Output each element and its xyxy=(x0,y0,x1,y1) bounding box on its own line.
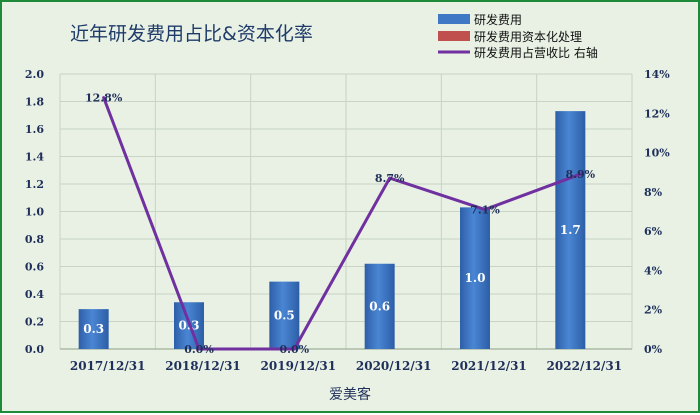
ratio-point xyxy=(197,347,201,351)
right-axis-ticks: 0% 2% 4% 6% 8% 10% 12% 14% xyxy=(644,68,670,356)
left-tick-label: 2.0 xyxy=(25,68,44,81)
left-tick-label: 1.0 xyxy=(25,206,44,219)
right-tick-label: 6% xyxy=(644,225,663,238)
x-tick-label: 2022/12/31 xyxy=(547,359,623,373)
x-tick-label: 2021/12/31 xyxy=(451,359,527,373)
x-tick-label: 2020/12/31 xyxy=(356,359,432,373)
left-tick-label: 1.2 xyxy=(25,178,44,191)
left-tick-label: 0.6 xyxy=(25,261,44,274)
ratio-point xyxy=(388,176,392,180)
bar-value-label: 1.0 xyxy=(465,271,486,285)
x-tick-label: 2017/12/31 xyxy=(70,359,146,373)
chart: 近年研发费用占比&资本化率 研发费用 研发费用资本化处理 研发费用占营收比 右轴… xyxy=(25,12,670,403)
legend-label-rd-capitalized: 研发费用资本化处理 xyxy=(474,29,582,44)
bar-rd-expense xyxy=(364,263,395,349)
bar-rd-expense xyxy=(460,207,490,349)
bar-value-label: 0.6 xyxy=(369,299,390,313)
ratio-value-label: 0.0% xyxy=(280,343,310,356)
ratio-line-path xyxy=(102,97,581,351)
bar-rd-expense xyxy=(269,281,300,349)
left-tick-label: 0.0 xyxy=(25,343,44,356)
right-tick-label: 0% xyxy=(644,343,663,356)
legend: 研发费用 研发费用资本化处理 研发费用占营收比 右轴 xyxy=(438,12,598,60)
legend-label-rd-expense: 研发费用 xyxy=(474,12,522,27)
ratio-point xyxy=(292,347,296,351)
right-tick-label: 14% xyxy=(644,68,670,81)
ratio-value-label: 7.1% xyxy=(470,204,500,217)
bar-value-label: 0.3 xyxy=(83,322,104,336)
x-axis-label: 爱美客 xyxy=(329,386,371,403)
right-tick-label: 12% xyxy=(644,107,670,120)
right-tick-label: 8% xyxy=(644,186,663,199)
legend-swatch-rd-expense xyxy=(438,14,470,24)
bars: 0.3 0.30.50.61.01.7 xyxy=(78,111,586,349)
gridlines xyxy=(59,73,633,350)
right-tick-label: 10% xyxy=(644,147,670,160)
ratio-point xyxy=(102,96,106,100)
left-axis-ticks: 0.0 0.2 0.4 0.6 0.8 1.0 1.2 1.4 1.6 1.8 2.0 xyxy=(25,68,44,356)
ratio-value-label: 0.0% xyxy=(184,343,214,356)
bar-rd-expense xyxy=(78,309,109,349)
legend-swatch-rd-capitalized xyxy=(438,31,470,41)
left-tick-label: 0.2 xyxy=(25,316,44,329)
left-tick-label: 0.4 xyxy=(25,288,44,301)
chart-title: 近年研发费用占比&资本化率 xyxy=(70,23,313,45)
legend-label-rd-ratio: 研发费用占营收比 右轴 xyxy=(474,45,598,60)
ratio-value-label: 12.8% xyxy=(85,92,123,105)
bar-value-label: 0.5 xyxy=(274,308,295,322)
ratio-point xyxy=(578,172,582,176)
right-tick-label: 2% xyxy=(644,304,663,317)
ratio-value-label: 8.7% xyxy=(375,172,405,185)
left-tick-label: 0.8 xyxy=(25,233,44,246)
ratio-line: 12.8% 0.0% 0.0% 8.7% 7.1% 8.9% xyxy=(85,92,596,356)
x-axis-ticks: 2017/12/31 2018/12/31 2019/12/31 2020/12/31… xyxy=(70,359,622,373)
x-tick-label: 2018/12/31 xyxy=(165,359,241,373)
right-tick-label: 4% xyxy=(644,264,663,277)
bar-rd-expense xyxy=(555,111,586,349)
left-tick-label: 1.6 xyxy=(25,123,44,136)
ratio-point xyxy=(483,208,487,212)
x-tick-label: 2019/12/31 xyxy=(261,359,337,373)
left-tick-label: 1.4 xyxy=(25,151,44,164)
ratio-value-label: 8.9% xyxy=(566,168,596,181)
left-tick-label: 1.8 xyxy=(25,96,44,109)
bar-value-label: 1.7 xyxy=(560,223,581,237)
